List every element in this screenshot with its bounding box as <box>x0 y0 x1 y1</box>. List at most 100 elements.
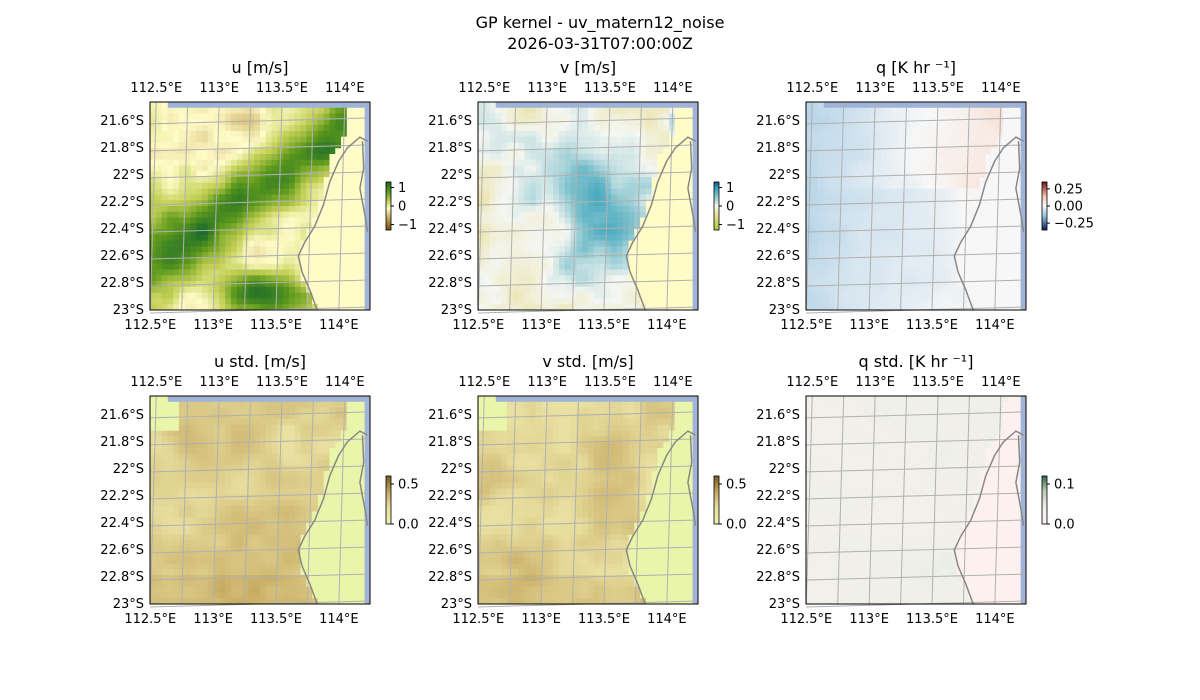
raster-cell <box>236 154 244 161</box>
raster-cell <box>184 465 191 472</box>
raster-cell <box>875 263 882 270</box>
raster-cell <box>352 269 359 276</box>
raster-cell <box>973 165 981 172</box>
raster-cell <box>271 401 278 408</box>
raster-cell <box>852 165 859 172</box>
raster-cell <box>225 119 232 126</box>
raster-cell <box>892 200 900 207</box>
raster-cell <box>248 206 255 213</box>
raster-cell <box>271 148 278 155</box>
raster-cell <box>150 182 157 190</box>
raster-cell <box>506 136 514 143</box>
raster-cell <box>161 401 168 408</box>
raster-cell <box>968 182 975 190</box>
raster-cell <box>323 125 330 132</box>
raster-cell <box>829 206 836 213</box>
raster-cell <box>167 171 174 178</box>
raster-cell <box>657 229 664 236</box>
raster-cell <box>155 401 162 408</box>
raster-cell <box>530 286 537 294</box>
raster-cell <box>640 119 647 126</box>
raster-cell <box>312 292 319 299</box>
raster-cell <box>979 229 986 236</box>
raster-cell <box>190 136 197 143</box>
raster-cell <box>680 182 687 190</box>
raster-cell <box>265 211 272 218</box>
raster-cell <box>495 206 502 213</box>
raster-cell <box>167 119 174 126</box>
raster-cell <box>236 453 244 460</box>
raster-cell <box>898 286 905 294</box>
raster-cell <box>288 240 296 247</box>
raster-cell <box>904 136 911 143</box>
raster-cell <box>997 275 1004 282</box>
raster-cell <box>283 471 290 478</box>
raster-cell <box>352 511 359 518</box>
raster-cell <box>921 206 928 213</box>
raster-cell <box>997 281 1004 288</box>
raster-cell <box>483 154 490 161</box>
raster-cell <box>213 263 220 270</box>
raster-cell <box>300 413 307 420</box>
raster-cell <box>858 275 865 282</box>
raster-cell <box>260 188 267 195</box>
raster-cell <box>956 304 963 311</box>
raster-cell <box>524 136 531 143</box>
raster-cell <box>645 113 653 120</box>
raster-cell <box>173 488 180 495</box>
raster-cell <box>346 107 354 114</box>
raster-cell <box>352 119 359 126</box>
raster-cell <box>312 217 319 224</box>
raster-cell <box>858 292 865 299</box>
raster-cell <box>483 281 490 288</box>
raster-cell <box>829 229 836 236</box>
raster-cell <box>260 476 267 484</box>
raster-cell <box>582 269 589 276</box>
raster-cell <box>559 229 566 236</box>
raster-cell <box>478 182 485 190</box>
raster-cell <box>346 511 354 518</box>
raster-cell <box>939 182 946 190</box>
raster-cell <box>190 442 197 449</box>
raster-cell <box>236 217 244 224</box>
raster-cell <box>506 148 514 155</box>
raster-cell <box>674 194 682 201</box>
raster-cell <box>869 292 876 299</box>
raster-cell <box>852 194 859 201</box>
raster-cell <box>260 453 267 460</box>
raster-cell <box>616 269 624 276</box>
raster-cell <box>823 281 830 288</box>
raster-cell <box>991 177 998 184</box>
raster-cell <box>236 500 244 507</box>
raster-cell <box>231 442 238 449</box>
raster-cell <box>190 465 197 472</box>
raster-cell <box>260 286 267 294</box>
raster-cell <box>674 269 682 276</box>
raster-cell <box>265 424 272 432</box>
raster-cell <box>317 413 325 420</box>
raster-cell <box>184 488 191 495</box>
raster-cell <box>869 240 876 247</box>
raster-cell <box>576 269 583 276</box>
raster-cell <box>254 113 261 120</box>
raster-cell <box>271 286 278 294</box>
meridian-line <box>540 101 548 311</box>
raster-cell <box>300 476 307 484</box>
raster-cell <box>1002 165 1010 172</box>
raster-cell <box>506 113 514 120</box>
raster-cell <box>190 407 197 414</box>
raster-cell <box>852 125 859 132</box>
raster-cell <box>196 130 203 138</box>
raster-cell <box>634 275 641 282</box>
parallel-line <box>477 279 699 287</box>
raster-cell <box>190 258 197 265</box>
raster-cell <box>582 281 589 288</box>
raster-cell <box>944 142 952 149</box>
raster-cell <box>985 217 992 224</box>
raster-cell <box>588 234 595 242</box>
raster-cell <box>628 252 635 259</box>
raster-cell <box>236 281 244 288</box>
raster-cell <box>248 505 255 512</box>
raster-cell <box>669 154 676 161</box>
raster-cell <box>806 113 813 120</box>
